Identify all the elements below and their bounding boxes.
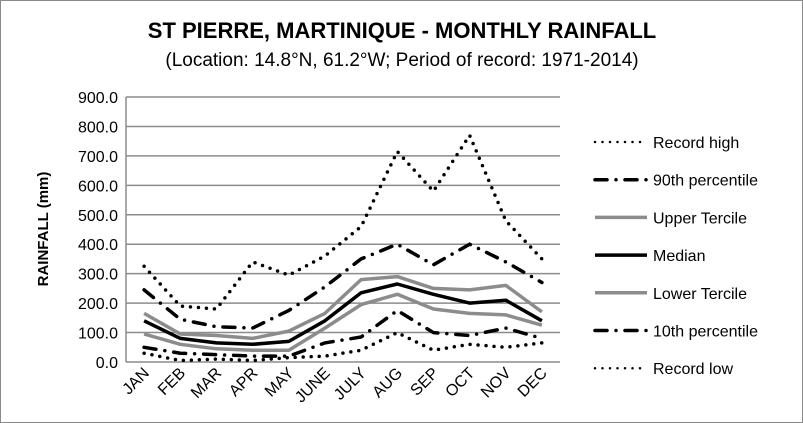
legend-label: Lower Tercile [653,286,747,303]
y-tick-label: 700.0 [78,149,118,166]
x-tick-label: FEB [155,365,189,399]
y-tick-label: 300.0 [78,267,118,284]
y-tick-label: 400.0 [78,237,118,254]
series-line-10th-percentile [142,308,544,358]
y-tick-label: 800.0 [78,119,118,136]
y-tick-label: 900.0 [78,90,118,107]
x-tick-label: JUNE [292,365,334,407]
series-line-record-high [142,131,544,311]
y-tick-label: 100.0 [78,326,118,343]
x-tick-label: NOV [478,365,515,402]
x-tick-label: APR [226,365,261,400]
legend-label: 90th percentile [653,173,758,190]
legend-label: 10th percentile [653,324,758,341]
y-tick-label: 500.0 [78,208,118,225]
y-tick-label: 0.0 [96,355,118,372]
series-line-record-low [142,330,544,363]
x-tick-label: SEP [408,365,443,400]
x-tick-label: OCT [443,365,479,401]
chart-title: ST PIERRE, MARTINIQUE - MONTHLY RAINFALL [148,18,656,43]
chart-subtitle: (Location: 14.8°N, 61.2°W; Period of rec… [165,50,638,71]
x-tick-label: AUG [370,365,407,402]
legend-label: Record low [653,361,733,378]
series-line-median [143,282,543,347]
x-tick-label: MAR [188,365,225,402]
legend-label: Record high [653,135,739,152]
y-tick-label: 600.0 [78,178,118,195]
x-tick-label: JAN [120,365,153,398]
legend-label: Median [653,248,705,265]
series-line-lower-tercile [143,292,543,352]
legend-label: Upper Tercile [653,210,747,227]
y-tick-label: 200.0 [78,296,118,313]
x-tick-label: JULY [331,365,370,404]
y-axis-label: RAINFALL (mm) [35,172,52,287]
x-tick-label: DEC [515,365,551,401]
series-line-upper-tercile [143,274,543,341]
